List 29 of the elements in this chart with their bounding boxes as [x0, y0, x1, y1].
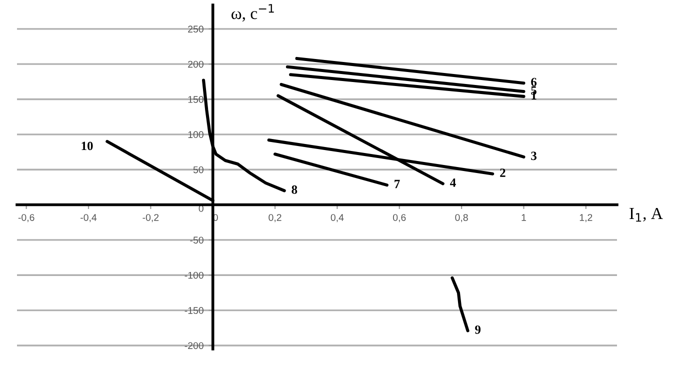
x-tick-label: 0,8 [455, 214, 468, 222]
y-axis-title: ω, с$^{−1}$ [232, 4, 274, 22]
annotation: 9 [475, 325, 481, 334]
x-tick-label: -0,6 [18, 214, 34, 222]
y-tick-label: 50 [193, 166, 204, 174]
y-tick-label: -200 [184, 342, 204, 350]
x-tick-label: 0,4 [330, 214, 344, 222]
x-tick-label: -0,4 [80, 214, 97, 222]
x-tick-label: 0,6 [393, 214, 406, 222]
annotation: 2 [500, 168, 506, 177]
x-tick-label: -0,2 [142, 214, 159, 222]
line-series [450, 276, 470, 332]
annotation: 3 [531, 152, 536, 160]
annotation: 8 [292, 185, 298, 194]
x-axis-title: I$_{1}$, A [630, 208, 663, 222]
y-tick-label: -50 [190, 236, 204, 244]
x-tick-label: 1,2 [580, 214, 592, 222]
y-tick-label: -150 [184, 307, 204, 314]
annotation: 4 [450, 178, 456, 187]
y-tick-label: 150 [188, 96, 204, 103]
y-tick-label: 100 [188, 131, 204, 138]
annotation: 10 [82, 142, 93, 150]
annotation: 7 [394, 180, 400, 188]
y-tick-label: 250 [188, 26, 204, 33]
y-tick-label: -100 [184, 272, 204, 279]
x-tick-label: 1 [522, 214, 526, 221]
x-tick-label: 0,2 [268, 214, 282, 222]
annotation: 6 [531, 78, 537, 86]
y-tick-label: 200 [188, 60, 204, 68]
